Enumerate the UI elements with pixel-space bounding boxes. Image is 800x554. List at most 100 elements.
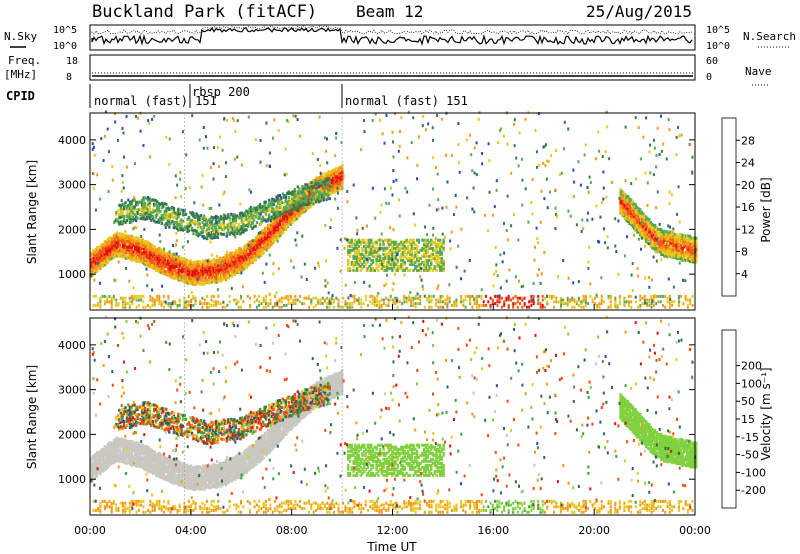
power-cell <box>92 303 95 307</box>
power-cell <box>422 287 425 291</box>
power-cell <box>263 232 267 236</box>
power-cell <box>536 273 539 277</box>
power-cell <box>646 303 649 307</box>
power-cell <box>637 212 640 216</box>
power-cell <box>375 262 378 266</box>
power-cell <box>376 303 379 307</box>
power-cell <box>187 294 190 298</box>
power-cell <box>94 256 97 260</box>
power-cell <box>177 270 181 274</box>
power-cell <box>215 230 218 234</box>
power-cell <box>200 267 203 271</box>
power-cell <box>355 252 359 256</box>
power-cell <box>558 173 561 177</box>
power-cell <box>314 182 318 186</box>
power-cell <box>270 232 273 235</box>
power-cell <box>179 260 182 264</box>
power-cell <box>428 264 431 268</box>
power-cell <box>634 218 637 222</box>
power-cell <box>524 187 527 191</box>
power-cell <box>262 237 265 241</box>
power-cell <box>310 298 313 302</box>
power-cell <box>171 211 174 215</box>
power-cell <box>419 294 422 298</box>
power-cell <box>272 217 275 221</box>
power-cell <box>115 298 118 302</box>
power-cell <box>627 294 630 298</box>
power-cell <box>165 272 168 276</box>
power-cell <box>394 268 398 272</box>
power-cell <box>189 262 193 266</box>
power-cell <box>322 183 325 187</box>
power-cell <box>147 265 150 268</box>
power-cell <box>649 241 652 245</box>
power-cell <box>437 254 440 258</box>
power-cell <box>155 250 158 254</box>
power-cell <box>169 213 173 217</box>
power-cell <box>130 202 133 206</box>
power-cell <box>201 278 205 282</box>
power-cell <box>251 260 255 264</box>
power-cell <box>519 302 521 306</box>
power-cell <box>681 246 684 250</box>
power-cell <box>180 221 183 225</box>
power-cell <box>263 243 267 247</box>
power-cell <box>394 240 398 244</box>
power-cell <box>437 262 440 266</box>
power-cell <box>619 206 622 210</box>
power-cell <box>325 186 329 190</box>
power-cell <box>168 216 171 220</box>
power-cell <box>380 303 383 307</box>
power-cell <box>156 220 159 224</box>
power-cell <box>133 247 137 251</box>
power-cell <box>664 294 667 298</box>
power-cell <box>437 298 440 302</box>
power-cell <box>247 115 250 119</box>
power-cell <box>149 305 152 309</box>
power-cell <box>215 258 218 262</box>
power-cell <box>364 298 367 302</box>
power-cell <box>158 300 161 304</box>
power-cell <box>428 298 431 302</box>
power-cell <box>142 247 146 251</box>
power-cell <box>641 296 644 300</box>
power-cell <box>421 248 424 252</box>
power-cell <box>274 236 277 240</box>
power-cell <box>268 204 271 208</box>
power-cell <box>194 277 197 281</box>
power-cell <box>539 305 542 309</box>
power-cell <box>473 146 476 150</box>
power-cell <box>646 217 649 221</box>
power-cell <box>428 268 431 272</box>
power-cell <box>670 237 674 241</box>
power-cell <box>242 216 245 220</box>
power-cell <box>324 172 327 176</box>
power-cell <box>695 245 698 249</box>
power-cell <box>382 302 385 306</box>
power-cell <box>200 262 203 266</box>
power-cell <box>687 241 690 245</box>
power-cell <box>291 221 294 225</box>
power-cell <box>480 294 483 298</box>
power-cell <box>403 254 406 258</box>
power-cell <box>297 208 300 211</box>
power-cell <box>319 199 322 203</box>
power-cell <box>157 218 160 222</box>
power-cell <box>262 251 265 255</box>
power-cell <box>510 298 512 302</box>
power-cell <box>275 209 278 213</box>
power-cell <box>666 296 669 300</box>
power-cell <box>623 196 627 200</box>
power-cell <box>642 220 645 224</box>
power-cell <box>212 300 215 304</box>
power-cell <box>141 251 144 255</box>
power-cell <box>363 130 366 134</box>
power-cell <box>111 250 114 254</box>
power-cell <box>155 258 158 262</box>
power-cell <box>133 205 136 209</box>
power-cell <box>434 166 437 169</box>
power-cell <box>132 250 135 254</box>
power-cell <box>537 294 540 298</box>
power-cell <box>686 303 689 307</box>
